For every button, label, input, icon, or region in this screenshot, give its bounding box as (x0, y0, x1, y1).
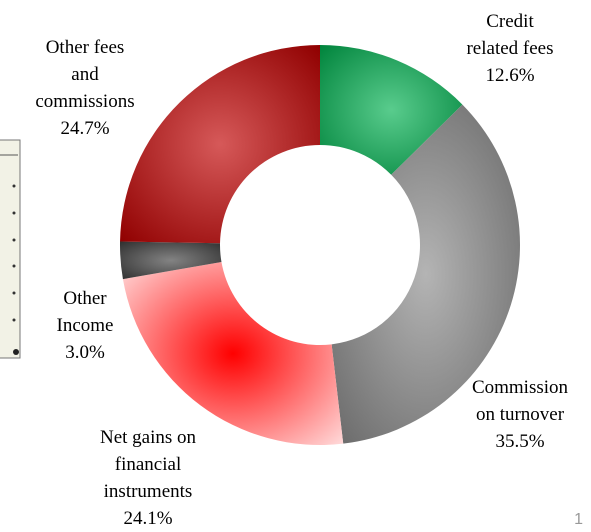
value-label: 12.6% (485, 65, 535, 86)
slice-label: Credit related fees 12.6% (460, 8, 560, 89)
category-label: Credit related fees (466, 11, 554, 59)
slice-label: Other Income 3.0% (50, 285, 120, 366)
slice-label: Commission on turnover 35.5% (465, 374, 575, 455)
donut-slice (320, 45, 463, 175)
slice-label: Net gains on financial instruments 24.1% (91, 424, 206, 532)
category-label: Other Income (56, 288, 114, 336)
donut-slice (120, 45, 321, 244)
donut-slice (331, 104, 521, 444)
category-label: Other fees and commissions (35, 37, 135, 112)
category-label: Commission on turnover (471, 377, 569, 425)
donut-slice (122, 262, 344, 446)
left-slide-fragment (0, 139, 21, 359)
donut-slice (120, 241, 222, 280)
category-label: Net gains on financial instruments (99, 427, 197, 502)
value-label: 24.7% (60, 118, 110, 139)
value-label: 24.1% (123, 508, 173, 529)
value-label: 35.5% (495, 431, 545, 452)
slice-label: Other fees and commissions 24.7% (33, 34, 138, 142)
value-label: 3.0% (65, 342, 105, 363)
page-number: 1 (574, 511, 583, 528)
